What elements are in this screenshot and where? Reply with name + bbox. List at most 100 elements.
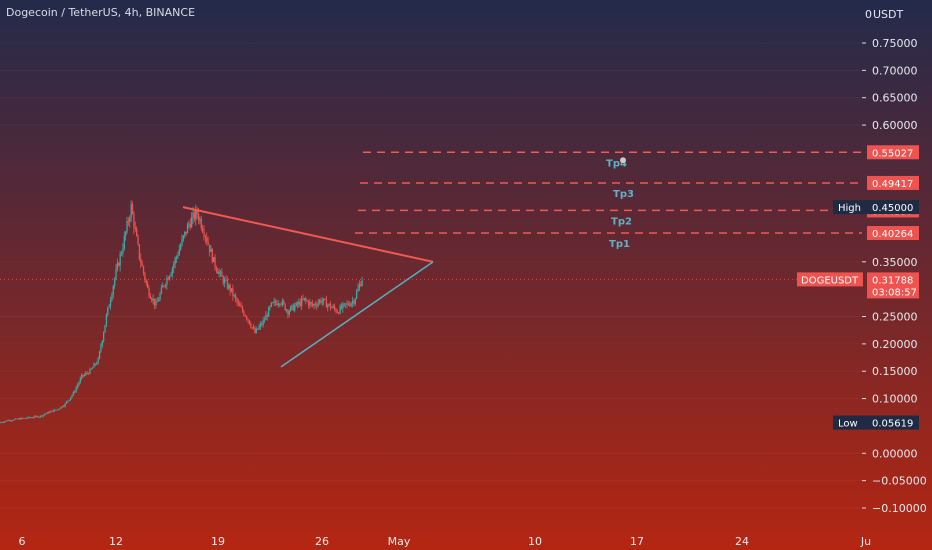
candle-body — [21, 417, 24, 419]
tp-label: Tp1 — [609, 239, 630, 250]
candle-body — [5, 420, 7, 422]
low-value: 0.05619 — [872, 419, 913, 430]
candle-body — [239, 303, 241, 307]
candle-body — [312, 303, 314, 306]
candle-body — [303, 298, 306, 300]
candle-body — [112, 285, 114, 295]
candle-body — [180, 245, 182, 250]
candle-body — [292, 304, 295, 311]
candle-body — [277, 303, 279, 306]
candle-body — [186, 224, 189, 234]
candle-body — [336, 312, 339, 313]
candle-body — [45, 413, 47, 415]
time-tick-label: May — [388, 535, 411, 548]
candle-body — [331, 307, 333, 309]
candle-body — [109, 300, 112, 306]
symbol-title[interactable]: Dogecoin / TetherUS, 4h, BINANCE — [6, 6, 196, 19]
candle-body — [0, 422, 2, 424]
candle-body — [279, 303, 281, 305]
candle-body — [193, 212, 196, 220]
candle-body — [162, 285, 164, 288]
candle-body — [46, 412, 48, 414]
resistance-line[interactable] — [182, 206, 434, 263]
price-tick-label: −0.05000 — [872, 475, 927, 488]
candle-body — [276, 303, 278, 306]
candle-body — [15, 418, 17, 420]
candle-body — [218, 272, 220, 274]
candle-body — [351, 300, 354, 304]
candle-body — [222, 276, 224, 284]
candle-body — [211, 249, 213, 262]
candle-body — [281, 300, 284, 305]
candle-body — [57, 409, 59, 411]
candle-body — [27, 416, 29, 419]
candle-body — [296, 302, 299, 305]
cursor-dot-icon — [620, 157, 626, 164]
candle-body — [116, 263, 119, 270]
candle-body — [153, 298, 156, 306]
candle-body — [108, 305, 110, 308]
candle-body — [197, 213, 200, 221]
candle-body — [357, 287, 359, 292]
low-label: Low — [838, 419, 858, 430]
candle-body — [263, 319, 266, 321]
candle-body — [288, 311, 290, 315]
candle-body — [156, 301, 158, 303]
candle-body — [53, 409, 55, 412]
candle-body — [136, 228, 138, 237]
candle-body — [358, 284, 361, 288]
candle-body — [206, 237, 208, 242]
candle-body — [111, 294, 113, 301]
countdown: 03:08:57 — [872, 287, 917, 298]
candle-body — [166, 277, 168, 285]
candle-body — [94, 363, 97, 365]
price-tick-label: 0.60000 — [872, 119, 918, 132]
candle-body — [163, 285, 165, 287]
last-price-value: 0.31788 — [872, 275, 913, 286]
candle-body — [59, 408, 61, 410]
candle-body — [52, 410, 54, 412]
candle-body — [243, 311, 245, 316]
candle-body — [122, 248, 124, 254]
candle-body — [339, 305, 341, 314]
candle-body — [119, 254, 121, 266]
candle-body — [247, 318, 249, 321]
candle-body — [314, 304, 317, 306]
candle-body — [272, 302, 274, 304]
candle-body — [204, 236, 207, 238]
candle-body — [287, 309, 289, 315]
candle-body — [320, 300, 322, 303]
time-axis[interactable]: 6 12 19 26 May 10 17 24 Ju — [19, 535, 872, 548]
symbol-tag-label: DOGEUSDT — [801, 275, 859, 286]
candle-body — [181, 238, 183, 246]
candle-body — [20, 417, 22, 420]
candle-body — [280, 303, 282, 305]
candle-body — [309, 302, 311, 306]
candle-body — [306, 300, 308, 302]
candle-body — [215, 267, 218, 271]
price-axis[interactable]: USDT 0 0.75000 0.70000 0.65000 0.60000 0.350… — [862, 8, 927, 515]
candle-body — [196, 209, 198, 214]
candle-body — [85, 372, 87, 375]
candle-body — [340, 305, 343, 309]
candle-body — [221, 271, 223, 277]
time-tick-label: 19 — [211, 535, 225, 548]
support-line[interactable] — [280, 261, 434, 368]
candle-body — [233, 295, 235, 297]
price-tick-label: 0.65000 — [872, 92, 918, 105]
candle-body — [360, 284, 362, 286]
candle-body — [171, 268, 174, 274]
candle-body — [244, 315, 246, 317]
candle-body — [90, 368, 92, 370]
time-tick-label: 10 — [528, 535, 542, 548]
candle-body — [56, 409, 58, 411]
candle-body — [237, 302, 240, 304]
candle-body — [232, 288, 234, 297]
candle-body — [268, 307, 270, 317]
candle-body — [6, 420, 9, 422]
candle-body — [98, 351, 101, 359]
candle-body — [92, 367, 94, 369]
candle-body — [76, 385, 79, 388]
